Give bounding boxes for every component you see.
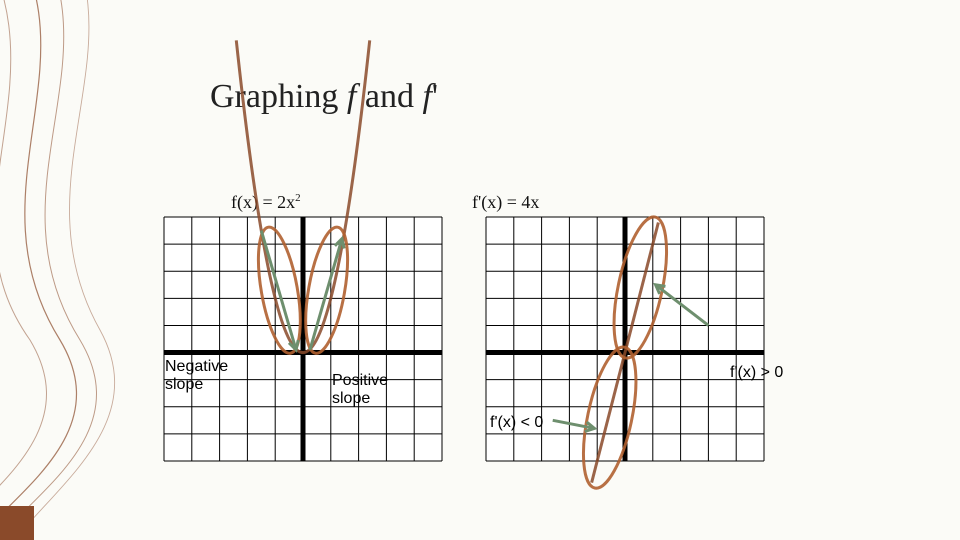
slide: Graphing f and f' f(x) = 2x2 f'(x) = 4x …	[0, 0, 960, 540]
annotation-gt-text: f'(x) > 0	[730, 364, 783, 381]
title-prime: '	[432, 78, 438, 115]
graph-f	[144, 197, 462, 481]
annotation-pos-l2: slope	[332, 390, 388, 408]
annotation-fprime-lt-0: f'(x) < 0	[490, 414, 543, 432]
annotation-positive-slope: Positive slope	[332, 372, 388, 407]
title-f1: f	[347, 78, 356, 115]
annotation-fprime-gt-0: f'(x) > 0	[730, 364, 783, 382]
graph-fprime	[466, 197, 784, 481]
annotation-lt-text: f'(x) < 0	[490, 414, 543, 431]
annotation-neg-l2: slope	[165, 376, 228, 394]
annotation-neg-l1: Negative	[165, 358, 228, 376]
annotation-negative-slope: Negative slope	[165, 358, 228, 393]
title-f2: f	[422, 78, 431, 115]
corner-accent	[0, 506, 34, 540]
annotation-pos-l1: Positive	[332, 372, 388, 390]
title-prefix: Graphing	[210, 78, 347, 115]
